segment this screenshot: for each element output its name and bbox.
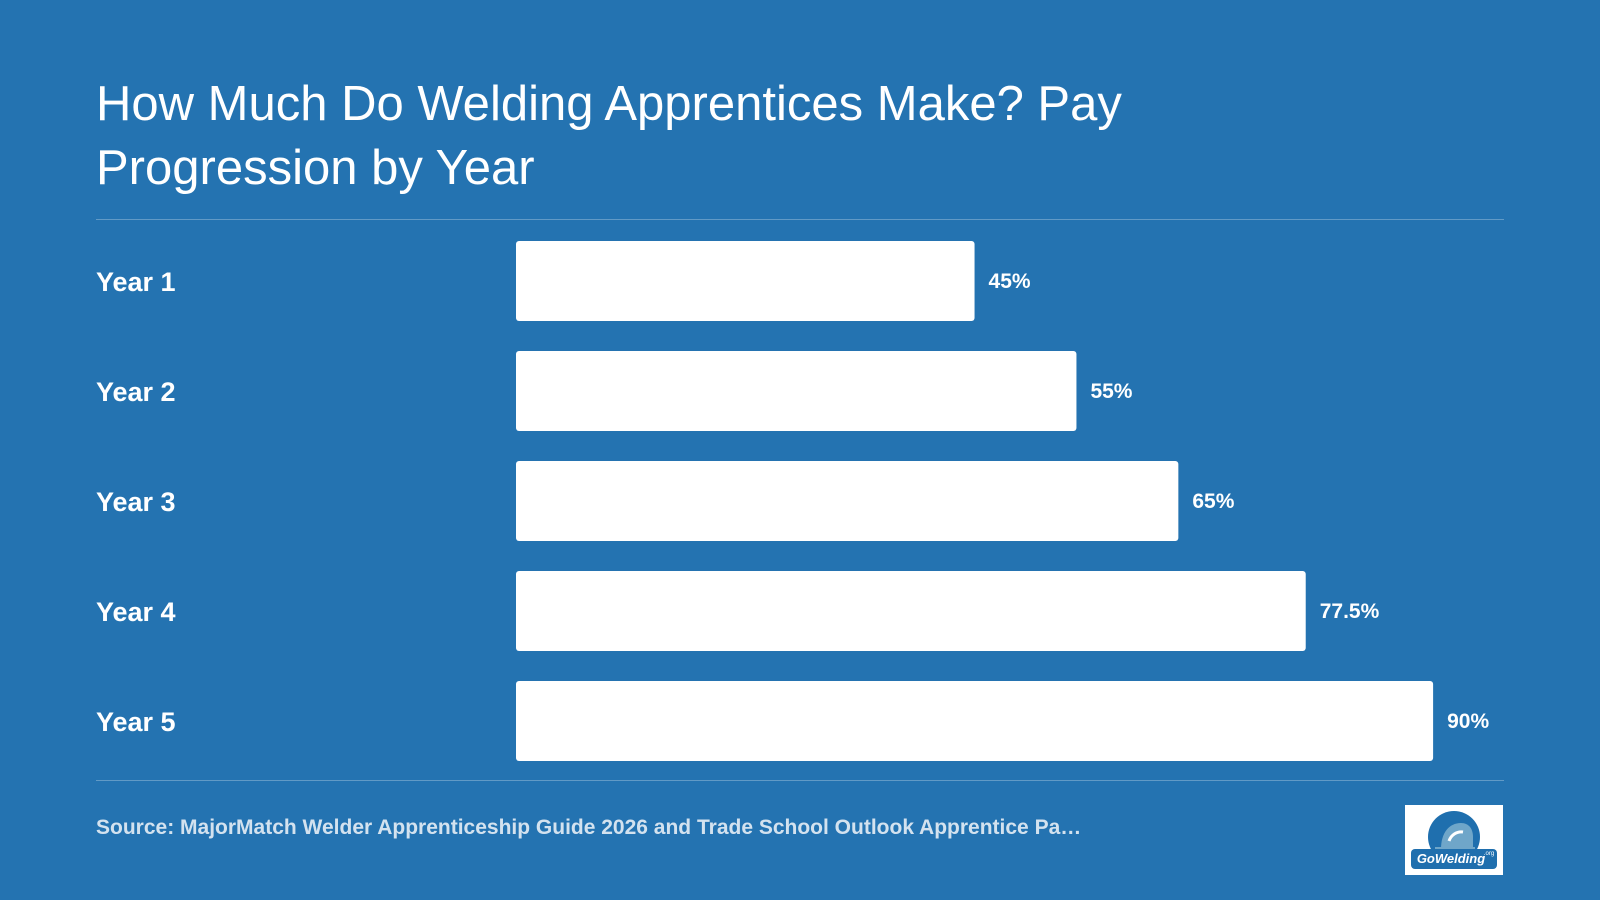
category-label: Year 2 <box>96 377 176 407</box>
data-label: 65% <box>1192 490 1234 513</box>
data-label: 90% <box>1447 710 1489 733</box>
category-label: Year 1 <box>96 267 176 297</box>
gowelding-logo[interactable]: GoWelding .org <box>1405 805 1503 875</box>
data-label: 45% <box>989 270 1031 293</box>
bar <box>516 681 1434 761</box>
source-note: Source: MajorMatch Welder Apprenticeship… <box>96 816 1082 839</box>
bar <box>516 241 975 321</box>
logo-suffix: .org <box>1484 851 1494 857</box>
logo-text: GoWelding <box>1417 851 1485 866</box>
top-divider <box>96 219 1504 220</box>
bar <box>516 461 1179 541</box>
category-label: Year 3 <box>96 487 176 517</box>
data-label: 55% <box>1090 380 1132 403</box>
welder-helmet-logo-icon: GoWelding .org <box>1411 811 1497 869</box>
bar <box>516 571 1306 651</box>
category-label: Year 5 <box>96 707 176 737</box>
category-label: Year 4 <box>96 597 176 627</box>
chart-title: How Much Do Welding Apprentices Make? Pa… <box>96 77 1122 195</box>
bar <box>516 351 1077 431</box>
bottom-divider <box>96 780 1504 781</box>
data-label: 77.5% <box>1320 600 1380 623</box>
